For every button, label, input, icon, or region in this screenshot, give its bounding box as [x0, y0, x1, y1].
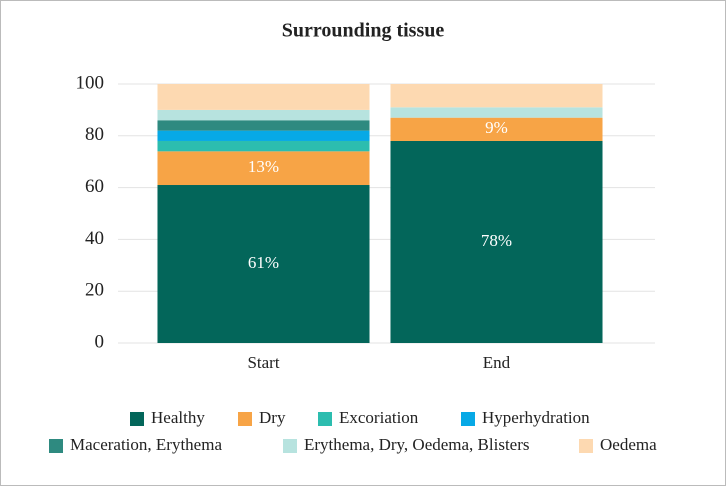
bar-segment [157, 185, 370, 343]
legend-swatch [461, 412, 475, 426]
data-label: 9% [485, 118, 508, 137]
bar-segment [157, 120, 370, 131]
y-tick-label: 40 [85, 228, 104, 249]
bar-segment [390, 107, 603, 118]
data-label: 61% [248, 253, 279, 272]
bar-segment [390, 117, 603, 141]
legend-label: Dry [259, 408, 286, 427]
x-tick-label: Start [247, 353, 279, 372]
y-tick-label: 60 [85, 176, 104, 197]
legend-label: Maceration, Erythema [70, 435, 222, 454]
bar-segment [157, 109, 370, 121]
legend-label: Hyperhydration [482, 408, 590, 427]
y-tick-label: 20 [85, 280, 104, 301]
legend-swatch [318, 412, 332, 426]
legend-swatch [130, 412, 144, 426]
data-label: 78% [481, 231, 512, 250]
legend-swatch [49, 439, 63, 453]
legend-swatch [579, 439, 593, 453]
data-label: 13% [248, 157, 279, 176]
legend-label: Excoriation [339, 408, 419, 427]
y-tick-label: 0 [95, 331, 105, 352]
bar-segment [157, 140, 370, 152]
legend-swatch [283, 439, 297, 453]
legend-label: Oedema [600, 435, 657, 454]
bar-segment [390, 84, 603, 108]
bar-segment [390, 140, 603, 343]
bar-segment [157, 84, 370, 110]
legend-label: Healthy [151, 408, 205, 427]
bar-segment [157, 130, 370, 141]
legend-swatch [238, 412, 252, 426]
y-tick-label: 80 [85, 124, 104, 145]
y-tick-label: 100 [76, 72, 105, 93]
x-tick-label: End [483, 353, 511, 372]
bar-segment [157, 151, 370, 186]
chart-title: Surrounding tissue [282, 20, 445, 42]
legend-label: Erythema, Dry, Oedema, Blisters [304, 435, 530, 454]
